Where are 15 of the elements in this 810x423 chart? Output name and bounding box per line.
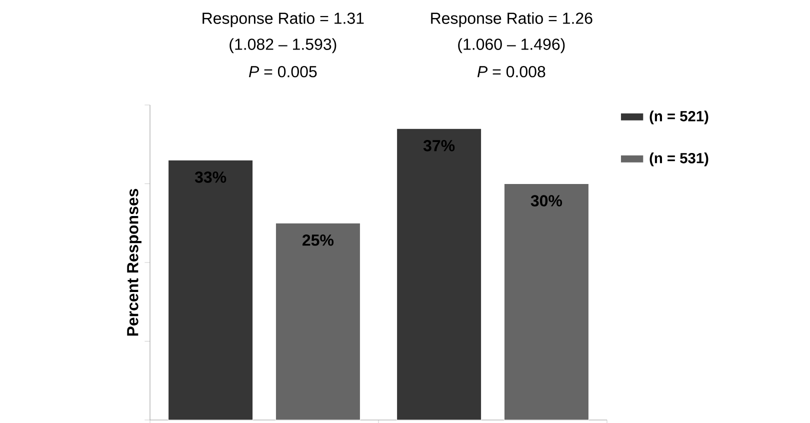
- bar: [275, 222, 360, 420]
- data-label: 30%: [530, 195, 562, 206]
- bar: [168, 160, 254, 420]
- text: Response Ratio = 1.26: [431, 12, 592, 28]
- legend-label: (n = 531): [650, 152, 708, 166]
- text: (1.082 – 1.593): [230, 38, 336, 54]
- text: P = 0.008: [477, 66, 546, 78]
- legend-label: (n = 521): [650, 110, 708, 124]
- text: P = 0.005: [248, 66, 317, 78]
- bar: [396, 128, 482, 420]
- text: (1.060 – 1.496): [458, 38, 565, 54]
- text: Response Ratio = 1.31: [202, 12, 364, 28]
- bar: [504, 183, 589, 420]
- y-axis-title: Percent Responses: [127, 188, 142, 336]
- data-label: 25%: [302, 234, 334, 246]
